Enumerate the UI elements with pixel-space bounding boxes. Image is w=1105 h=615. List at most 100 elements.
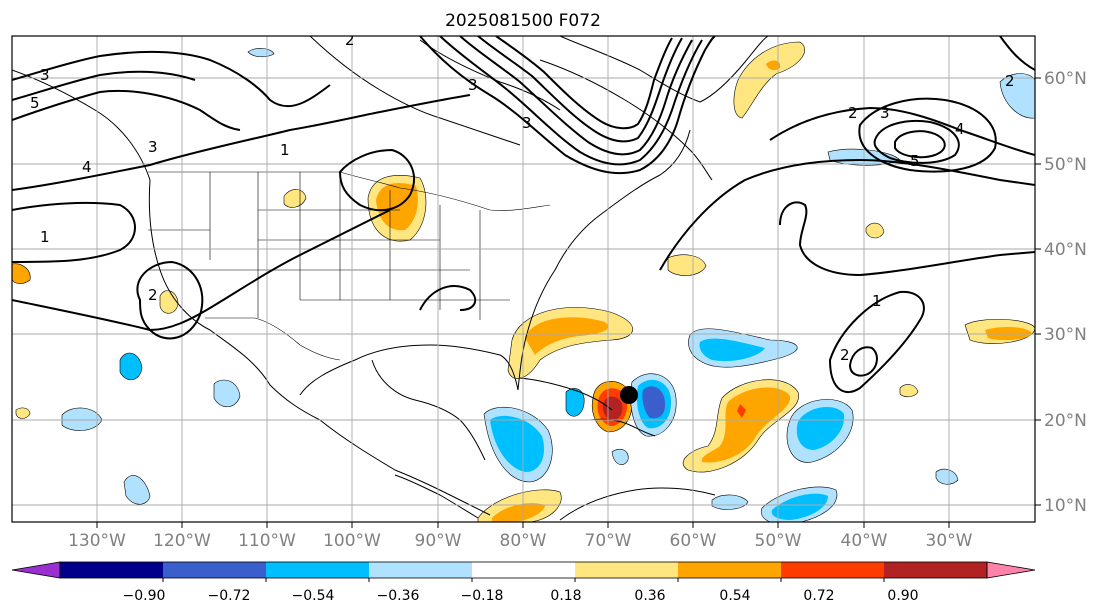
contour-great-lakes <box>338 148 415 212</box>
contour-lines <box>12 36 1035 393</box>
storm-center-marker <box>620 386 638 404</box>
contour-trough-5 <box>495 36 673 130</box>
lon-label-80w: 80°W <box>500 531 547 551</box>
colorbar-swatch <box>266 562 370 578</box>
yucatan-coast <box>371 359 486 461</box>
anomaly-blob-southeast-core <box>525 317 609 355</box>
colorbar-swatch <box>472 562 576 578</box>
shaded-anomalies <box>12 41 1035 522</box>
anomaly-blob-west-coast-negative <box>15 407 31 419</box>
lon-label-60w: 60°W <box>670 531 717 551</box>
contour-labels: 1 2 3 5 1 3 4 2 2 3 5 4 1 2 2 3 3 <box>30 31 1015 364</box>
colorbar <box>11 561 1036 582</box>
lat-label-10n: 10°N <box>1044 496 1087 516</box>
south-america-coast <box>559 487 716 521</box>
colorbar-tick-label: 0.90 <box>887 588 918 604</box>
us-mexico-border <box>205 317 341 361</box>
contour-southeast-trough <box>419 285 477 311</box>
labrador-coast <box>539 59 713 181</box>
anomaly-blob-pacific-negative-3 <box>123 475 151 505</box>
anomaly-blob-north-atlantic-positive <box>733 41 805 119</box>
contour-label-1-azores: 1 <box>872 292 882 310</box>
contour-trough-2 <box>439 36 703 166</box>
contour-label-5-atlantic: 5 <box>910 152 920 170</box>
contour-label-3-trough-2: 3 <box>522 114 532 132</box>
cuba-coast <box>519 377 613 411</box>
lon-label-70w: 70°W <box>585 531 632 551</box>
lon-label-120w: 120°W <box>153 531 211 551</box>
contour-trough-1 <box>419 36 716 175</box>
lon-label-130w: 130°W <box>68 531 126 551</box>
colorbar-tick-label: 0.36 <box>634 588 665 604</box>
contour-icelandic-low-3 <box>858 97 997 173</box>
contour-label-2-atlantic: 2 <box>848 104 858 122</box>
colorbar-tick-label: −0.72 <box>208 588 251 604</box>
lat-label-30n: 30°N <box>1044 325 1087 345</box>
contour-trough-3 <box>459 36 693 156</box>
lat-label-20n: 20°N <box>1044 411 1087 431</box>
contour-label-4-pacific: 4 <box>82 158 92 176</box>
colorbar-swatch <box>60 562 164 578</box>
lat-labels: 60°N 50°N 40°N 30°N 20°N 10°N <box>1044 69 1087 516</box>
contour-label-4-atlantic: 4 <box>955 120 965 138</box>
contour-label-1-west: 1 <box>40 228 50 246</box>
anomaly-blob-far-east-core <box>985 326 1032 341</box>
contour-label-5-west: 5 <box>30 94 40 112</box>
anomaly-blob-atlantic-positive-small <box>667 254 707 276</box>
anomaly-blob-south-negative-core <box>771 493 828 520</box>
lat-ticks <box>1035 77 1041 506</box>
colorbar-tick-label: −0.36 <box>377 588 420 604</box>
contour-label-3-trough: 3 <box>468 76 478 94</box>
anomaly-blob-azores-negative <box>935 468 959 485</box>
anomaly-blob-pacific-negative <box>119 352 143 381</box>
lon-label-40w: 40°W <box>841 531 888 551</box>
contour-icelandic-low-1 <box>873 119 960 164</box>
anomaly-blob-gulf-stream-positive <box>865 222 885 239</box>
anomaly-blob-mexico-negative <box>213 379 241 408</box>
anomaly-blob-cuba-negative <box>565 388 585 417</box>
colorbar-extend-min <box>11 561 61 579</box>
contour-west-4 <box>12 50 331 108</box>
anomaly-blob-subtropical-core <box>796 407 845 450</box>
lat-label-50n: 50°N <box>1044 155 1087 175</box>
anomaly-blob-ne-small <box>247 48 275 58</box>
contour-big-1 <box>12 209 391 332</box>
colorbar-swatch <box>369 562 473 578</box>
anomaly-blob-small-positive <box>899 384 919 398</box>
colorbar-extend-max <box>986 561 1036 579</box>
colorbar-tick-label: −0.54 <box>292 588 335 604</box>
contour-azores-2 <box>848 346 878 377</box>
contour-west-3 <box>12 89 241 131</box>
anomaly-blob-northeast-negative <box>999 73 1035 119</box>
colorbar-tick-label: 0.54 <box>719 588 750 604</box>
contour-label-2-north: 2 <box>345 31 355 49</box>
colorbar-tick-label: 0.18 <box>550 588 581 604</box>
anomaly-blob-storm-negative-core <box>642 386 666 419</box>
lon-label-110w: 110°W <box>238 531 296 551</box>
contour-atlantic-1 <box>769 106 1035 156</box>
colorbar-tick-label: −0.90 <box>123 588 166 604</box>
colorbar-swatch <box>678 562 782 578</box>
colorbar-frame <box>59 561 988 579</box>
colorbar-swatch <box>781 562 885 578</box>
contour-low-1 <box>136 260 204 340</box>
coastlines <box>12 36 769 521</box>
colorbar-tick-label: −0.18 <box>461 588 504 604</box>
contour-icelandic-low-2 <box>894 130 946 159</box>
anomaly-blob-east-atlantic-peak <box>737 404 746 418</box>
hudson-bay-coast <box>419 39 561 111</box>
contour-west-5 <box>12 70 196 101</box>
lon-label-50w: 50°W <box>755 531 802 551</box>
contour-label-2-west: 2 <box>148 286 158 304</box>
contour-label-3-pacific: 3 <box>148 138 158 156</box>
lon-label-30w: 30°W <box>926 531 973 551</box>
anomaly-blob-montana-positive <box>283 189 307 208</box>
us-canada-border <box>148 171 551 211</box>
anomaly-blob-antilles-negative <box>711 494 749 510</box>
colorbar-tick-labels: −0.90 −0.72 −0.54 −0.36 −0.18 0.18 0.36 … <box>123 588 919 604</box>
colorbar-swatch <box>163 562 267 578</box>
anomaly-blob-caribbean-core <box>490 415 545 472</box>
contour-trough-4 <box>477 36 683 143</box>
map-content: 1 2 3 5 1 3 4 2 2 3 5 4 1 2 2 3 3 <box>12 31 1035 522</box>
